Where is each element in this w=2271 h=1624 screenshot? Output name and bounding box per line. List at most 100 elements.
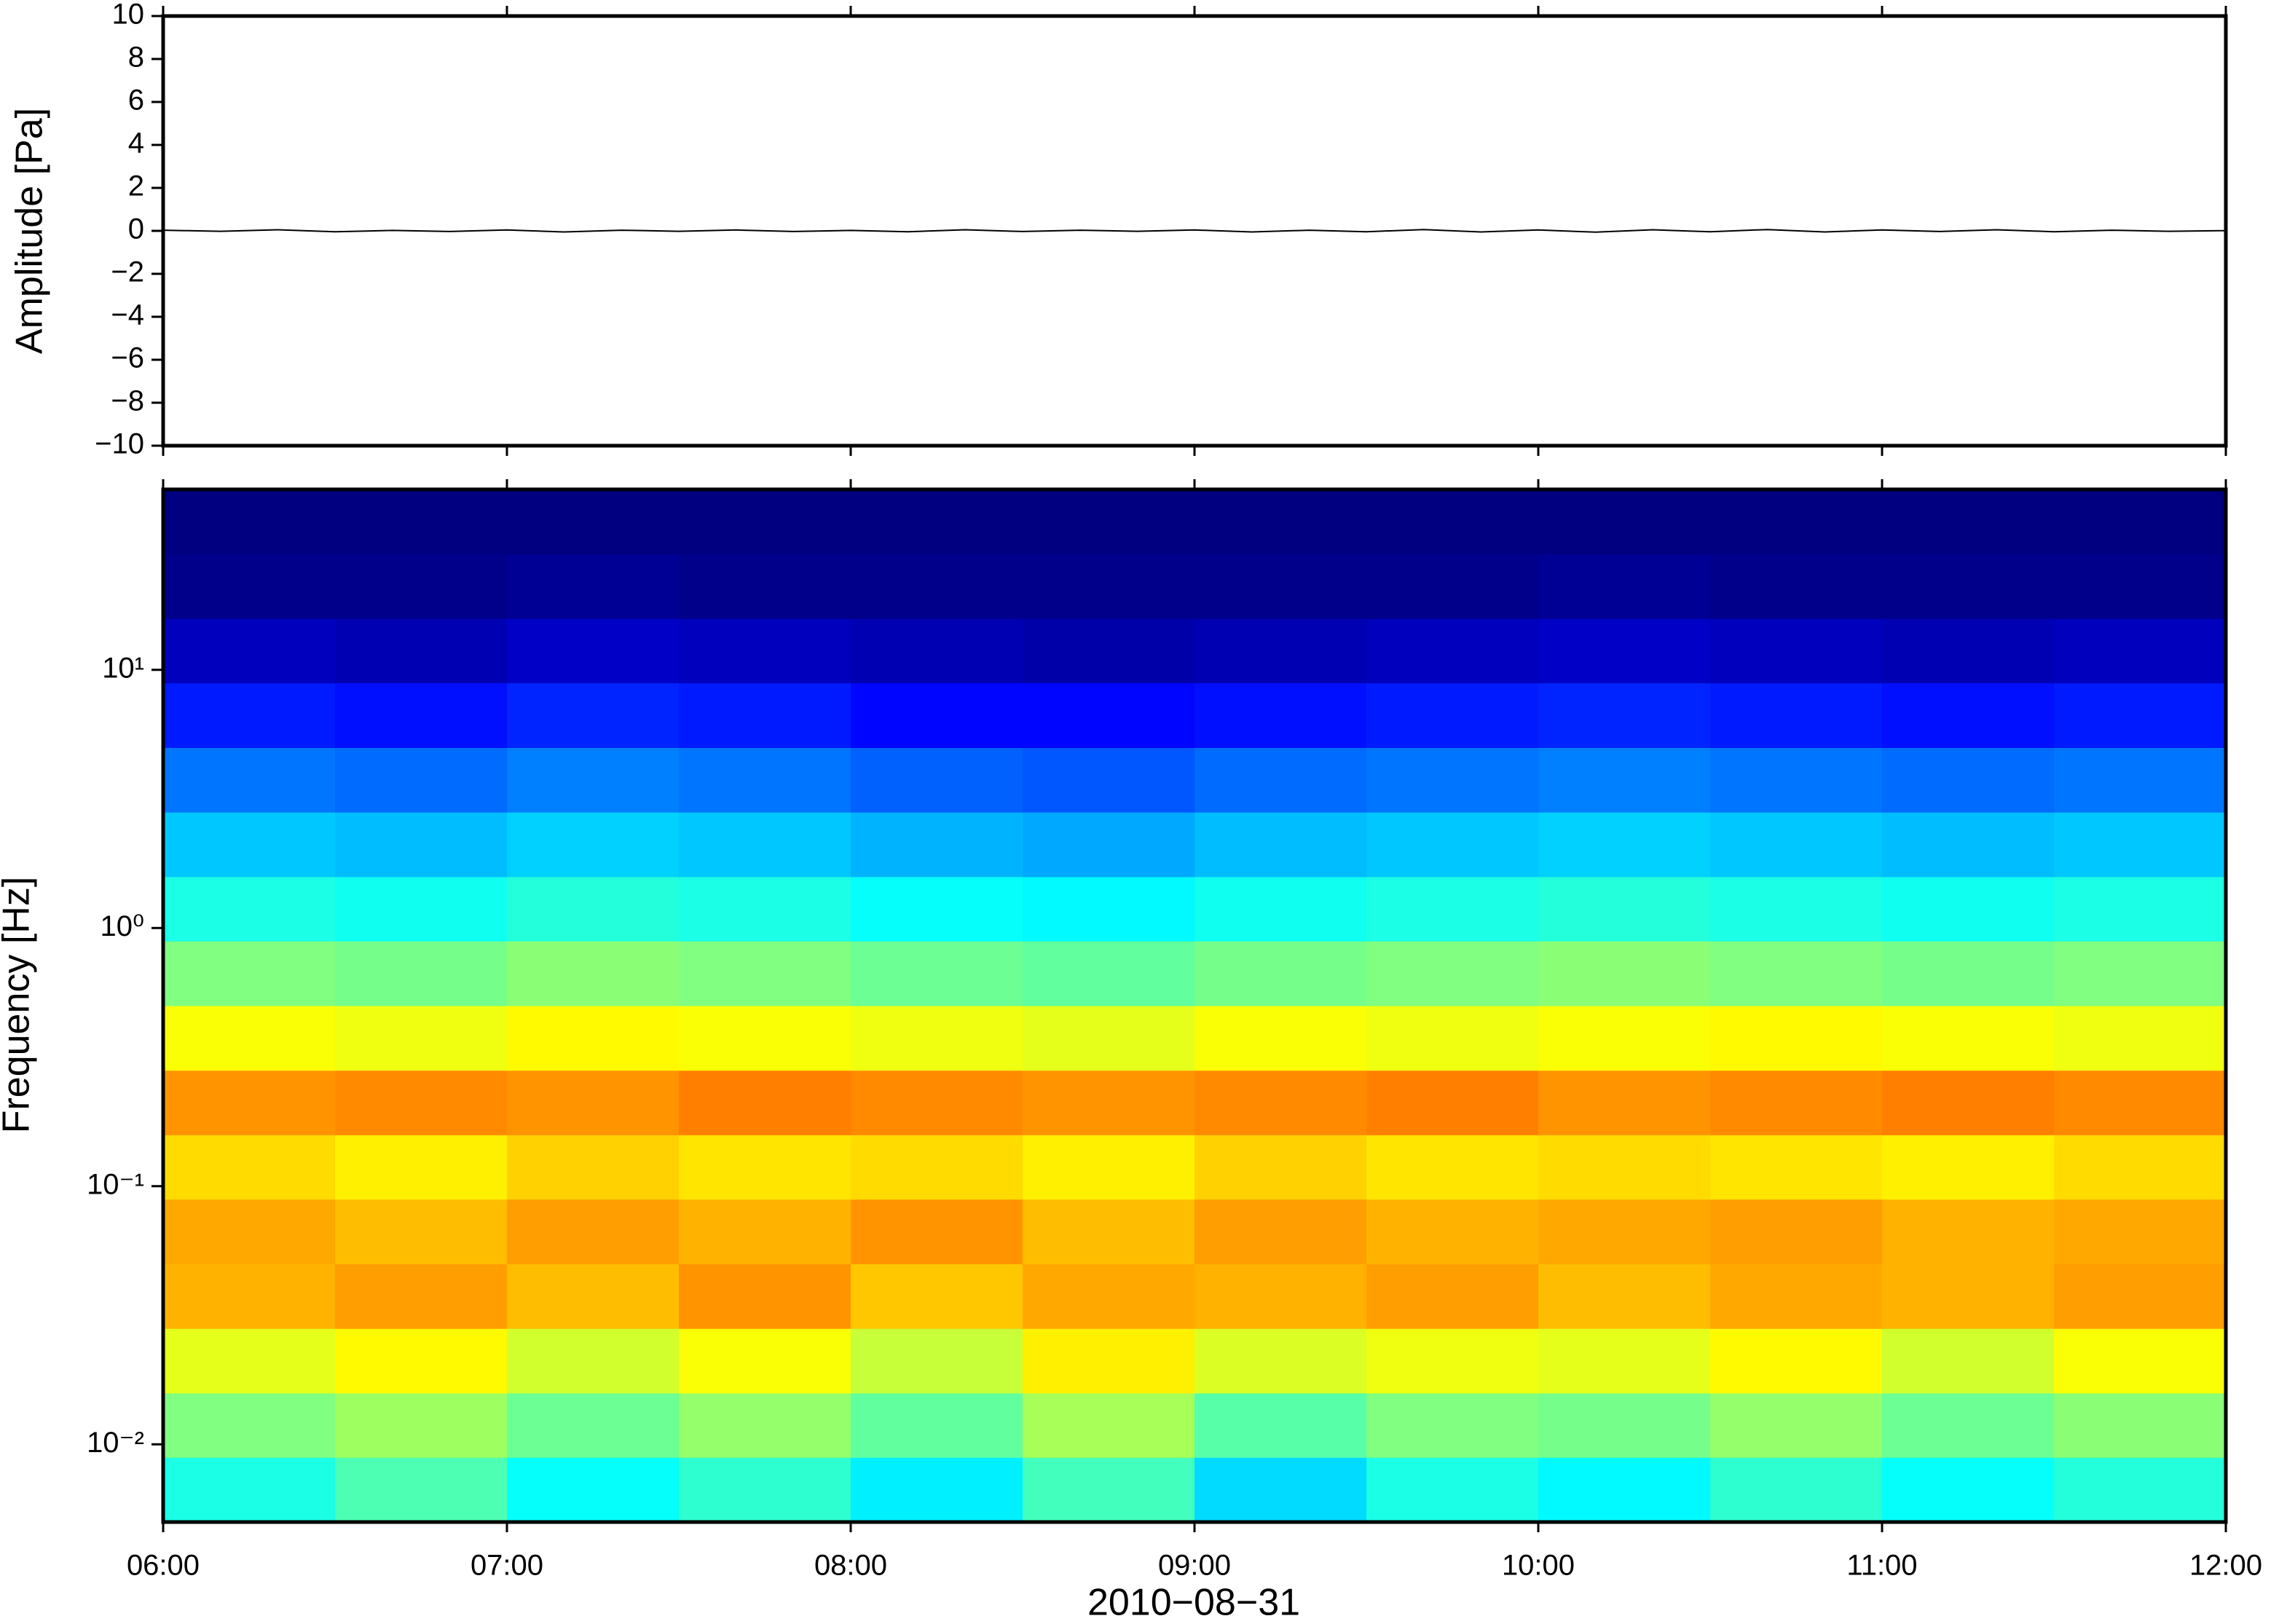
spectrogram-cell xyxy=(1538,1070,1711,1135)
spectrogram-cell xyxy=(679,489,851,555)
spectrogram-cell xyxy=(679,941,851,1006)
spectrogram-cell xyxy=(1023,1135,1195,1200)
spectrogram-cell xyxy=(335,1135,508,1200)
y-tick-label: 10⁻² xyxy=(87,1427,144,1459)
spectrogram-cell xyxy=(1882,1264,2055,1329)
spectrogram-cell xyxy=(1194,1264,1367,1329)
spectrogram-cell xyxy=(851,489,1023,555)
spectrogram-cell xyxy=(1882,876,2055,942)
spectrogram-cell xyxy=(163,812,336,878)
spectrogram-cell xyxy=(1882,618,2055,684)
spectrogram-cell xyxy=(1366,747,1539,813)
spectrogram-cell xyxy=(851,747,1023,813)
spectrogram-cell xyxy=(163,1199,336,1264)
spectrogram-cell xyxy=(335,876,508,942)
spectrogram-cell xyxy=(163,1392,336,1458)
spectrogram-cell xyxy=(1366,1006,1539,1071)
spectrogram-cell xyxy=(163,682,336,748)
spectrogram-cell xyxy=(851,618,1023,684)
spectrogram-cell xyxy=(1194,1199,1367,1264)
spectrogram-cell xyxy=(1710,553,1883,619)
spectrogram-cell xyxy=(1023,876,1195,942)
spectrogram-cell xyxy=(1710,1070,1883,1135)
spectrogram-cell xyxy=(1023,553,1195,619)
spectrogram-cell xyxy=(163,1457,336,1523)
spectrogram-cell xyxy=(1194,1457,1367,1523)
spectrogram-cell xyxy=(2054,812,2227,878)
spectrogram-cell xyxy=(507,1199,680,1264)
spectrogram-cell xyxy=(1023,1264,1195,1329)
spectrogram-cell xyxy=(1366,812,1539,878)
spectrogram-cell xyxy=(1882,941,2055,1006)
spectrogram-cell xyxy=(335,747,508,813)
spectrogram-cell xyxy=(851,1006,1023,1071)
spectrogram-cell xyxy=(507,1135,680,1200)
spectrogram-cell xyxy=(851,1264,1023,1329)
spectrogram-cell xyxy=(1366,1135,1539,1200)
spectrogram-cell xyxy=(1366,1392,1539,1458)
spectrogram-cell xyxy=(1710,618,1883,684)
spectrogram-cell xyxy=(679,1070,851,1135)
y-tick-label: 4 xyxy=(128,127,144,159)
spectrogram-cell xyxy=(1538,1264,1711,1329)
spectrogram-cell xyxy=(335,682,508,748)
spectrogram-cell xyxy=(1710,941,1883,1006)
x-tick-label: 12:00 xyxy=(2189,1550,2262,1582)
spectrogram-cell xyxy=(1710,1006,1883,1071)
spectrogram-cell xyxy=(679,747,851,813)
spectrogram-cell xyxy=(2054,553,2227,619)
spectrogram-cell xyxy=(1023,1457,1195,1523)
spectrogram-cell xyxy=(1710,489,1883,555)
spectrogram-cell xyxy=(1366,941,1539,1006)
spectrogram-cell xyxy=(163,618,336,684)
spectrogram-cell xyxy=(1882,1457,2055,1523)
spectrogram-cell xyxy=(335,1264,508,1329)
spectrogram-cell xyxy=(851,1392,1023,1458)
spectrogram-cell xyxy=(1882,1006,2055,1071)
spectrogram-cell xyxy=(1538,682,1711,748)
spectrogram-cell xyxy=(851,1199,1023,1264)
spectrogram-cell xyxy=(507,1006,680,1071)
spectrogram-cell xyxy=(163,1135,336,1200)
spectrogram-cell xyxy=(163,489,336,555)
spectrogram-cell xyxy=(1710,1199,1883,1264)
spectrogram-cell xyxy=(507,1328,680,1394)
spectrogram-cell xyxy=(679,682,851,748)
spectrogram-cell xyxy=(679,618,851,684)
y-tick-label: 8 xyxy=(128,42,144,74)
spectrogram-cell xyxy=(1882,1070,2055,1135)
spectrogram-cell xyxy=(1882,812,2055,878)
spectrogram-cell xyxy=(1023,489,1195,555)
spectrogram-cell xyxy=(1023,618,1195,684)
spectrogram-cell xyxy=(679,1392,851,1458)
spectrogram-cell xyxy=(1194,1392,1367,1458)
spectrogram-cell xyxy=(2054,747,2227,813)
spectrogram-cell xyxy=(1366,1328,1539,1394)
spectrogram-cell xyxy=(335,489,508,555)
spectrogram-cell xyxy=(1538,941,1711,1006)
spectrogram-cell xyxy=(163,747,336,813)
spectrogram-cell xyxy=(679,1328,851,1394)
spectrogram-cell xyxy=(679,1264,851,1329)
spectrogram-cell xyxy=(851,1328,1023,1394)
spectrogram-cell xyxy=(2054,1457,2227,1523)
spectrogram-cell xyxy=(1882,1199,2055,1264)
y-axis-label: Frequency [Hz] xyxy=(0,877,38,1134)
spectrogram-cell xyxy=(1194,1328,1367,1394)
spectrogram-cell xyxy=(1023,1070,1195,1135)
spectrogram-cell xyxy=(1366,682,1539,748)
y-tick-label: 6 xyxy=(128,84,144,117)
spectrogram-cell xyxy=(1710,1264,1883,1329)
spectrogram-cell xyxy=(507,1457,680,1523)
spectrogram-cell xyxy=(507,1392,680,1458)
spectrogram-cell xyxy=(679,876,851,942)
spectrogram-cell xyxy=(679,1199,851,1264)
spectrogram-cell xyxy=(851,812,1023,878)
spectrogram-cell xyxy=(335,618,508,684)
spectrogram-cell xyxy=(1710,747,1883,813)
spectrogram-cell xyxy=(1194,941,1367,1006)
spectrogram-cell xyxy=(1366,553,1539,619)
spectrogram-cell xyxy=(507,1070,680,1135)
spectrogram-cell xyxy=(1366,1264,1539,1329)
spectrogram-cell xyxy=(335,1457,508,1523)
